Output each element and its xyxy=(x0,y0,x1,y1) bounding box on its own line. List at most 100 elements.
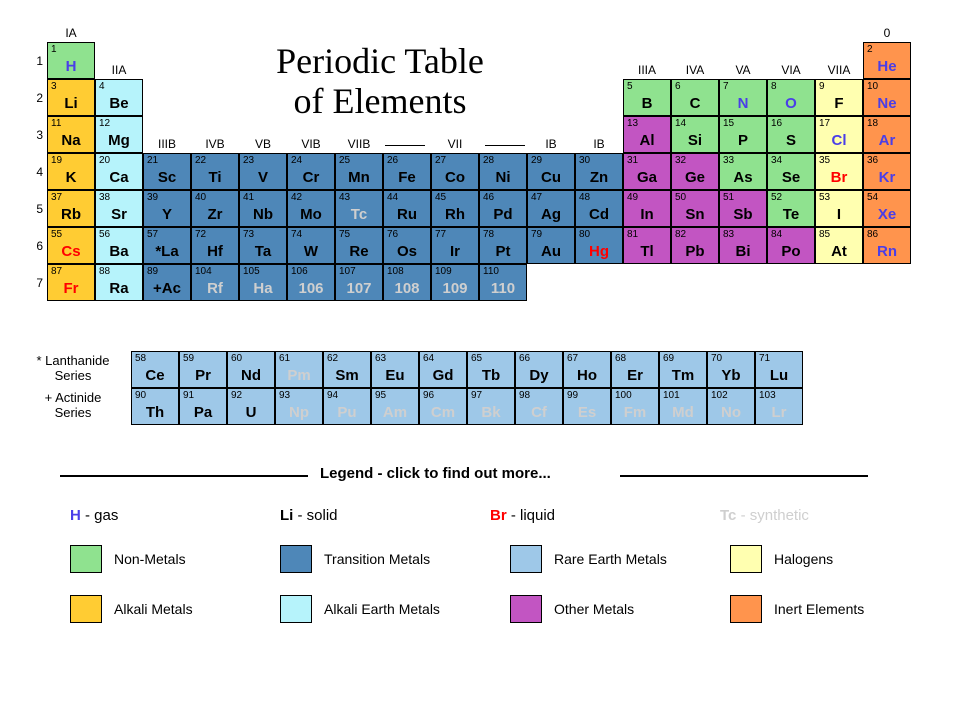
element-ag[interactable]: 47Ag xyxy=(527,190,575,227)
element-ar[interactable]: 18Ar xyxy=(863,116,911,153)
element-tc[interactable]: 43Tc xyxy=(335,190,383,227)
element-lu[interactable]: 71Lu xyxy=(755,351,803,388)
element-pu[interactable]: 94Pu xyxy=(323,388,371,425)
element-kr[interactable]: 36Kr xyxy=(863,153,911,190)
element-bk[interactable]: 97Bk xyxy=(467,388,515,425)
element-bi[interactable]: 83Bi xyxy=(719,227,767,264)
element-sr[interactable]: 38Sr xyxy=(95,190,143,227)
element-er[interactable]: 68Er xyxy=(611,351,659,388)
element-zr[interactable]: 40Zr xyxy=(191,190,239,227)
element-mg[interactable]: 12Mg xyxy=(95,116,143,153)
legend-swatch[interactable] xyxy=(510,545,542,573)
element-ra[interactable]: 88Ra xyxy=(95,264,143,301)
element-109[interactable]: 109109 xyxy=(431,264,479,301)
legend-swatch[interactable] xyxy=(70,595,102,623)
legend-swatch[interactable] xyxy=(730,595,762,623)
element-cu[interactable]: 29Cu xyxy=(527,153,575,190)
element-as[interactable]: 33As xyxy=(719,153,767,190)
element-lr[interactable]: 103Lr xyxy=(755,388,803,425)
element-md[interactable]: 101Md xyxy=(659,388,707,425)
element-yb[interactable]: 70Yb xyxy=(707,351,755,388)
element-sc[interactable]: 21Sc xyxy=(143,153,191,190)
element-nd[interactable]: 60Nd xyxy=(227,351,275,388)
element-107[interactable]: 107107 xyxy=(335,264,383,301)
element-pt[interactable]: 78Pt xyxy=(479,227,527,264)
element-v[interactable]: 23V xyxy=(239,153,287,190)
element-y[interactable]: 39Y xyxy=(143,190,191,227)
element-no[interactable]: 102No xyxy=(707,388,755,425)
element-in[interactable]: 49In xyxy=(623,190,671,227)
element-c[interactable]: 6C xyxy=(671,79,719,116)
legend-swatch[interactable] xyxy=(280,595,312,623)
element-nb[interactable]: 41Nb xyxy=(239,190,287,227)
element-tl[interactable]: 81Tl xyxy=(623,227,671,264)
element-fe[interactable]: 26Fe xyxy=(383,153,431,190)
element-pm[interactable]: 61Pm xyxy=(275,351,323,388)
element-dy[interactable]: 66Dy xyxy=(515,351,563,388)
element-w[interactable]: 74W xyxy=(287,227,335,264)
element-zn[interactable]: 30Zn xyxy=(575,153,623,190)
legend-swatch[interactable] xyxy=(70,545,102,573)
element-rb[interactable]: 37Rb xyxy=(47,190,95,227)
element-hg[interactable]: 80Hg xyxy=(575,227,623,264)
element-os[interactable]: 76Os xyxy=(383,227,431,264)
element-hf[interactable]: 72Hf xyxy=(191,227,239,264)
element-p[interactable]: 15P xyxy=(719,116,767,153)
element-cm[interactable]: 96Cm xyxy=(419,388,467,425)
legend-swatch-label[interactable]: Rare Earth Metals xyxy=(554,551,667,567)
element-h[interactable]: 1H xyxy=(47,42,95,79)
legend-swatch[interactable] xyxy=(280,545,312,573)
legend-swatch-label[interactable]: Other Metals xyxy=(554,601,634,617)
element-106[interactable]: 106106 xyxy=(287,264,335,301)
element-ce[interactable]: 58Ce xyxy=(131,351,179,388)
element-ca[interactable]: 20Ca xyxy=(95,153,143,190)
element-ac[interactable]: 89+Ac xyxy=(143,264,191,301)
element-al[interactable]: 13Al xyxy=(623,116,671,153)
legend-swatch[interactable] xyxy=(510,595,542,623)
element-pr[interactable]: 59Pr xyxy=(179,351,227,388)
element-pd[interactable]: 46Pd xyxy=(479,190,527,227)
element-tm[interactable]: 69Tm xyxy=(659,351,707,388)
element-eu[interactable]: 63Eu xyxy=(371,351,419,388)
element-ha[interactable]: 105Ha xyxy=(239,264,287,301)
element-sb[interactable]: 51Sb xyxy=(719,190,767,227)
element-cd[interactable]: 48Cd xyxy=(575,190,623,227)
legend-state[interactable]: Li - solid xyxy=(280,507,338,524)
element-ne[interactable]: 10Ne xyxy=(863,79,911,116)
element-rh[interactable]: 45Rh xyxy=(431,190,479,227)
element-be[interactable]: 4Be xyxy=(95,79,143,116)
element-si[interactable]: 14Si xyxy=(671,116,719,153)
element-es[interactable]: 99Es xyxy=(563,388,611,425)
element-s[interactable]: 16S xyxy=(767,116,815,153)
element-mo[interactable]: 42Mo xyxy=(287,190,335,227)
element-cl[interactable]: 17Cl xyxy=(815,116,863,153)
element-o[interactable]: 8O xyxy=(767,79,815,116)
element-cs[interactable]: 55Cs xyxy=(47,227,95,264)
element-li[interactable]: 3Li xyxy=(47,79,95,116)
element-se[interactable]: 34Se xyxy=(767,153,815,190)
element-ti[interactable]: 22Ti xyxy=(191,153,239,190)
legend-state[interactable]: Tc - synthetic xyxy=(720,507,809,524)
element-te[interactable]: 52Te xyxy=(767,190,815,227)
element-mn[interactable]: 25Mn xyxy=(335,153,383,190)
element-ta[interactable]: 73Ta xyxy=(239,227,287,264)
element-he[interactable]: 2He xyxy=(863,42,911,79)
element-co[interactable]: 27Co xyxy=(431,153,479,190)
element-pa[interactable]: 91Pa xyxy=(179,388,227,425)
element-fr[interactable]: 87Fr xyxy=(47,264,95,301)
element-fm[interactable]: 100Fm xyxy=(611,388,659,425)
element-tb[interactable]: 65Tb xyxy=(467,351,515,388)
element-re[interactable]: 75Re xyxy=(335,227,383,264)
element-th[interactable]: 90Th xyxy=(131,388,179,425)
element-108[interactable]: 108108 xyxy=(383,264,431,301)
element-ho[interactable]: 67Ho xyxy=(563,351,611,388)
legend-swatch-label[interactable]: Halogens xyxy=(774,551,833,567)
legend-swatch-label[interactable]: Transition Metals xyxy=(324,551,430,567)
element-cr[interactable]: 24Cr xyxy=(287,153,335,190)
element-ru[interactable]: 44Ru xyxy=(383,190,431,227)
element-na[interactable]: 11Na xyxy=(47,116,95,153)
element-ge[interactable]: 32Ge xyxy=(671,153,719,190)
legend-swatch[interactable] xyxy=(730,545,762,573)
legend-swatch-label[interactable]: Inert Elements xyxy=(774,601,864,617)
legend-state[interactable]: Br - liquid xyxy=(490,507,555,524)
